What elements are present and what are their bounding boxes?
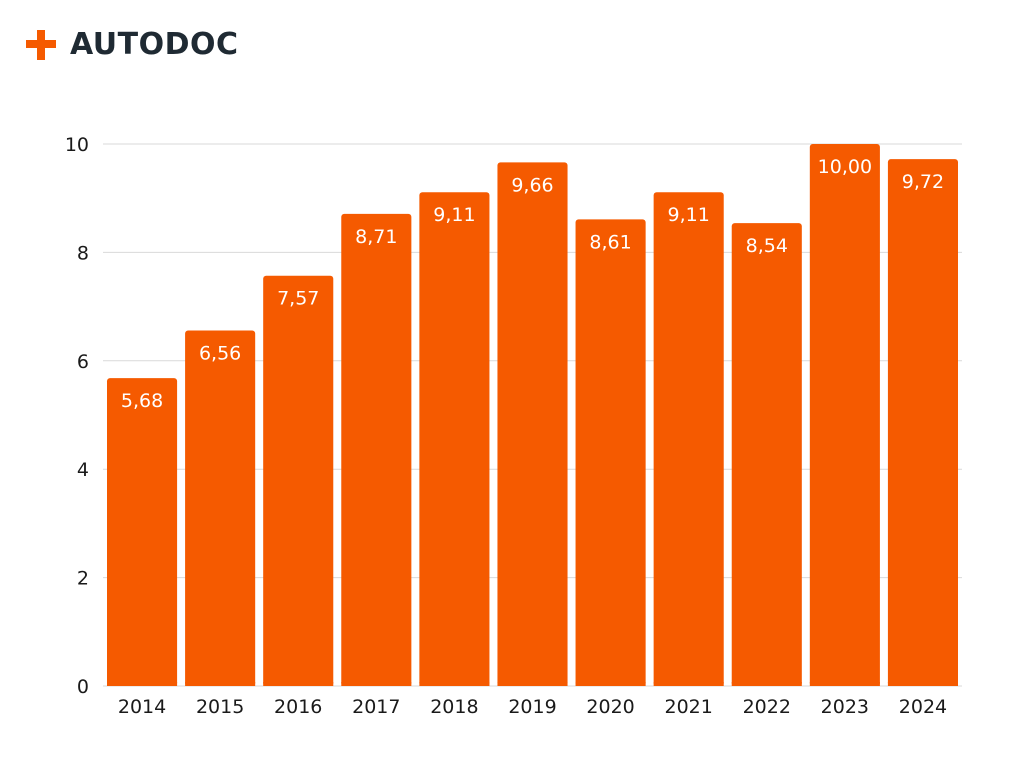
data-label: 10,00 xyxy=(818,156,872,178)
data-label: 9,11 xyxy=(433,204,475,226)
data-label: 9,66 xyxy=(511,174,553,196)
y-tick-label: 0 xyxy=(77,676,89,698)
x-tick-label: 2022 xyxy=(743,696,791,718)
y-tick-label: 10 xyxy=(65,134,89,156)
bar-base xyxy=(809,682,880,686)
x-tick-label: 2024 xyxy=(899,696,947,718)
y-tick-label: 4 xyxy=(77,459,89,481)
x-tick-label: 2021 xyxy=(665,696,713,718)
bar-base xyxy=(887,682,958,686)
bar-base xyxy=(497,682,568,686)
data-label: 8,61 xyxy=(589,231,631,253)
bar xyxy=(107,378,178,686)
data-label: 6,56 xyxy=(199,342,241,364)
plus-logo-icon xyxy=(26,30,56,60)
bar-base xyxy=(185,682,256,686)
data-labels: 5,68 6,56 7,57 8,71 9,11 9,66 8,61 9,11 8,54 10,0… xyxy=(121,156,944,412)
bar-base xyxy=(653,682,724,686)
bar-base xyxy=(341,682,412,686)
y-tick-label: 6 xyxy=(77,351,89,373)
bar-base xyxy=(263,682,334,686)
bar xyxy=(887,159,958,686)
data-label: 9,11 xyxy=(668,204,710,226)
bar xyxy=(419,192,490,686)
bar-base xyxy=(107,682,178,686)
data-label: 8,71 xyxy=(355,226,397,248)
bar xyxy=(497,162,568,687)
x-tick-label: 2019 xyxy=(508,696,556,718)
bars xyxy=(107,144,958,687)
x-tick-label: 2016 xyxy=(274,696,322,718)
brand-logo: AUTODOC xyxy=(26,28,239,62)
bar xyxy=(341,213,412,686)
x-axis-ticks: 2014 2015 2016 2017 2018 2019 2020 2021 2022 2023… xyxy=(118,696,947,718)
y-tick-label: 8 xyxy=(77,242,89,264)
x-tick-label: 2015 xyxy=(196,696,244,718)
x-tick-label: 2020 xyxy=(586,696,634,718)
bar-base xyxy=(575,682,646,686)
y-axis-ticks: 0 2 4 6 8 10 xyxy=(65,134,89,698)
x-tick-label: 2023 xyxy=(821,696,869,718)
data-label: 9,72 xyxy=(902,171,944,193)
bar xyxy=(731,223,802,686)
data-label: 7,57 xyxy=(277,288,319,310)
x-tick-label: 2014 xyxy=(118,696,166,718)
brand-name: AUTODOC xyxy=(70,27,239,62)
bar xyxy=(809,144,880,686)
bar xyxy=(185,330,256,686)
data-label: 8,54 xyxy=(746,235,788,257)
bar xyxy=(575,219,646,686)
y-tick-label: 2 xyxy=(77,568,89,590)
data-label: 5,68 xyxy=(121,390,163,412)
bar xyxy=(263,275,334,686)
x-tick-label: 2018 xyxy=(430,696,478,718)
bar xyxy=(653,192,724,686)
bar-base xyxy=(731,682,802,686)
x-tick-label: 2017 xyxy=(352,696,400,718)
bar-base xyxy=(419,682,490,686)
